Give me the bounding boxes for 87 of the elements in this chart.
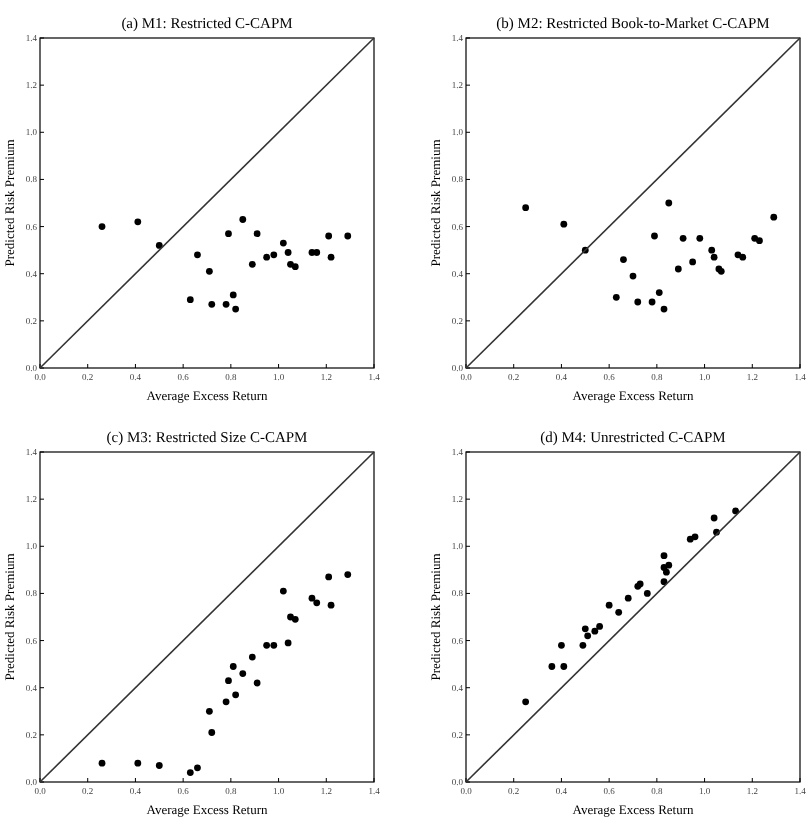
point: [643, 590, 651, 597]
point: [739, 253, 747, 261]
point: [756, 237, 763, 245]
point: [205, 267, 213, 275]
point: [284, 249, 292, 256]
point: [248, 653, 256, 661]
point: [239, 216, 247, 223]
point: [344, 232, 352, 240]
point: [225, 230, 232, 238]
point: [325, 232, 333, 240]
point: [655, 289, 663, 296]
point: [691, 533, 699, 541]
point: [232, 691, 240, 699]
point: [155, 762, 163, 769]
point: [605, 601, 613, 609]
point: [663, 568, 670, 576]
point: [560, 663, 568, 670]
point: [710, 514, 718, 522]
point: [205, 707, 213, 715]
point: [660, 305, 668, 313]
point: [134, 218, 142, 226]
point: [770, 213, 778, 221]
point: [229, 291, 237, 299]
point: [708, 246, 716, 254]
point: [270, 251, 278, 259]
point: [194, 764, 201, 772]
point: [186, 296, 194, 304]
point: [284, 639, 292, 647]
point: [548, 663, 556, 670]
point: [327, 253, 335, 261]
point: [624, 594, 632, 602]
point: [325, 573, 333, 581]
point: [665, 561, 673, 569]
point: [229, 663, 237, 670]
point: [239, 670, 247, 677]
point: [327, 601, 335, 609]
point: [248, 260, 256, 268]
point: [596, 623, 603, 630]
point: [344, 571, 352, 578]
point: [689, 258, 697, 266]
point: [308, 594, 316, 602]
point: [279, 587, 287, 595]
point: [225, 677, 232, 685]
point: [710, 253, 718, 261]
point: [253, 679, 261, 687]
point: [291, 263, 299, 271]
point: [313, 599, 321, 607]
point: [581, 625, 589, 633]
point: [279, 239, 287, 247]
point: [208, 729, 216, 736]
point: [194, 251, 201, 259]
point: [232, 305, 240, 313]
point: [674, 265, 682, 273]
point: [558, 641, 565, 649]
point: [634, 298, 642, 306]
point: [612, 293, 620, 301]
point: [648, 298, 656, 306]
point: [222, 300, 230, 308]
point: [270, 641, 278, 649]
point: [98, 223, 106, 230]
point: [651, 232, 658, 240]
point: [660, 578, 668, 586]
point: [222, 698, 230, 706]
point: [98, 759, 106, 767]
point: [660, 552, 668, 560]
point: [313, 249, 321, 256]
point: [186, 769, 194, 776]
point: [291, 615, 299, 623]
point: [155, 242, 163, 249]
point: [263, 641, 271, 649]
point: [679, 234, 687, 242]
point: [615, 608, 623, 616]
point: [579, 641, 587, 649]
point: [522, 204, 530, 212]
point: [620, 256, 627, 263]
point: [208, 300, 216, 308]
point: [665, 199, 673, 207]
point: [696, 234, 704, 242]
point: [732, 507, 739, 515]
point: [522, 698, 530, 706]
point: [584, 632, 592, 640]
point: [134, 759, 142, 767]
point: [591, 627, 599, 635]
point: [253, 230, 261, 238]
point: [560, 220, 568, 228]
point: [629, 272, 637, 280]
point: [263, 253, 271, 261]
